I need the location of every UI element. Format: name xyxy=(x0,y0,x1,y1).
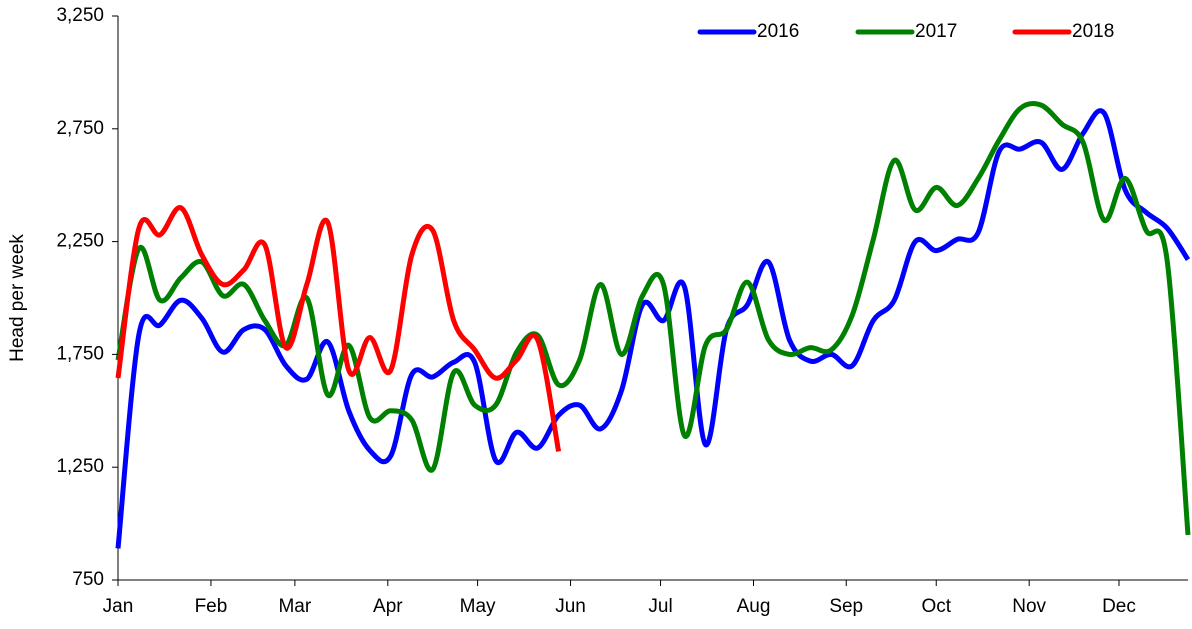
x-tick-label: Dec xyxy=(1102,596,1136,617)
x-tick-label: Nov xyxy=(1012,596,1046,617)
legend-label: 2016 xyxy=(757,21,799,42)
x-tick-label: Jan xyxy=(103,596,134,617)
x-tick-label: Oct xyxy=(921,596,951,617)
x-tick-label: Aug xyxy=(737,596,771,617)
lines xyxy=(115,100,1191,549)
series-line xyxy=(115,205,562,452)
y-tick-label: 2,250 xyxy=(56,231,104,252)
y-tick-label: 1,750 xyxy=(56,343,104,364)
x-tick-label: Jun xyxy=(555,596,586,617)
x-tick-label: Mar xyxy=(278,596,311,617)
x-tick-label: Apr xyxy=(373,596,403,617)
x-tick-label: Feb xyxy=(195,596,228,617)
x-tick-label: May xyxy=(460,596,496,617)
x-tick-label: Sep xyxy=(829,596,863,617)
y-tick-label: 3,250 xyxy=(56,5,104,26)
x-tick-label: Jul xyxy=(648,596,672,617)
y-tick-label: 750 xyxy=(72,569,104,590)
legend-label: 2018 xyxy=(1072,21,1114,42)
series-line xyxy=(115,108,1191,549)
y-tick-label: 2,750 xyxy=(56,118,104,139)
y-tick-label: 1,250 xyxy=(56,456,104,477)
legend-label: 2017 xyxy=(915,21,957,42)
y-axis-label: Head per week xyxy=(7,234,28,362)
